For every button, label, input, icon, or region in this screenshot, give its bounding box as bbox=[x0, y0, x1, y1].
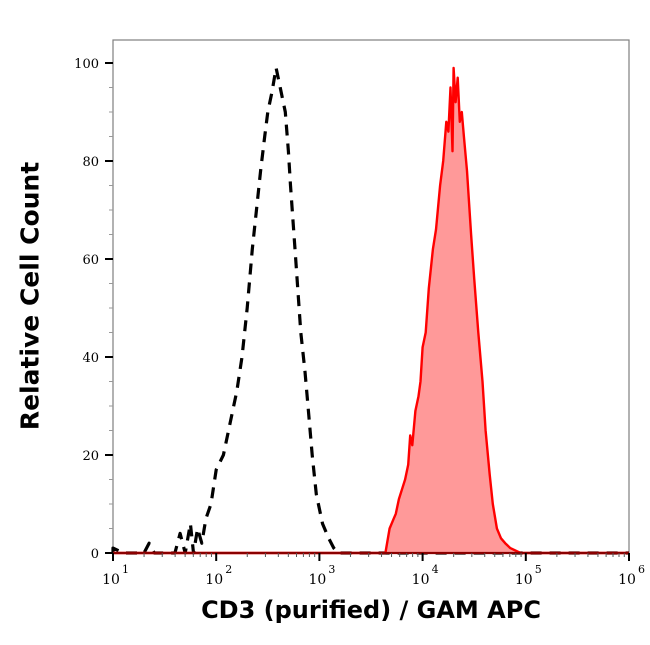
y-axis-label-text: Relative Cell Count bbox=[15, 161, 45, 431]
x-tick-label: 106 bbox=[618, 563, 645, 588]
svg-text:10: 10 bbox=[515, 572, 533, 588]
x-tick-label: 102 bbox=[205, 563, 232, 588]
svg-text:6: 6 bbox=[638, 563, 645, 576]
x-tick-label: 104 bbox=[412, 563, 439, 588]
x-axis-label: CD3 (purified) / GAM APC bbox=[201, 596, 541, 624]
svg-text:10: 10 bbox=[205, 572, 223, 588]
series-line-0 bbox=[111, 66, 629, 555]
svg-text:2: 2 bbox=[225, 563, 232, 576]
y-tick-label: 0 bbox=[91, 547, 99, 562]
series-line-1 bbox=[113, 66, 629, 555]
svg-text:10: 10 bbox=[618, 572, 636, 588]
x-tick-label: 103 bbox=[308, 563, 335, 588]
y-tick-label: 20 bbox=[82, 449, 99, 464]
x-tick-label: 105 bbox=[515, 563, 542, 588]
svg-text:1: 1 bbox=[122, 563, 129, 576]
svg-text:4: 4 bbox=[432, 563, 439, 576]
plot-frame bbox=[112, 39, 630, 554]
svg-text:10: 10 bbox=[102, 572, 120, 588]
svg-text:10: 10 bbox=[308, 572, 326, 588]
svg-text:5: 5 bbox=[535, 563, 542, 576]
svg-text:3: 3 bbox=[328, 563, 335, 576]
y-tick-label: 80 bbox=[82, 155, 99, 170]
y-tick-label: 60 bbox=[82, 253, 99, 268]
series-layer bbox=[111, 66, 629, 555]
y-tick-label: 100 bbox=[74, 57, 99, 72]
x-tick-label: 101 bbox=[102, 563, 129, 588]
y-tick-label: 40 bbox=[82, 351, 99, 366]
svg-text:10: 10 bbox=[412, 572, 430, 588]
y-axis: 0 20 40 60 80 100 bbox=[74, 57, 113, 562]
